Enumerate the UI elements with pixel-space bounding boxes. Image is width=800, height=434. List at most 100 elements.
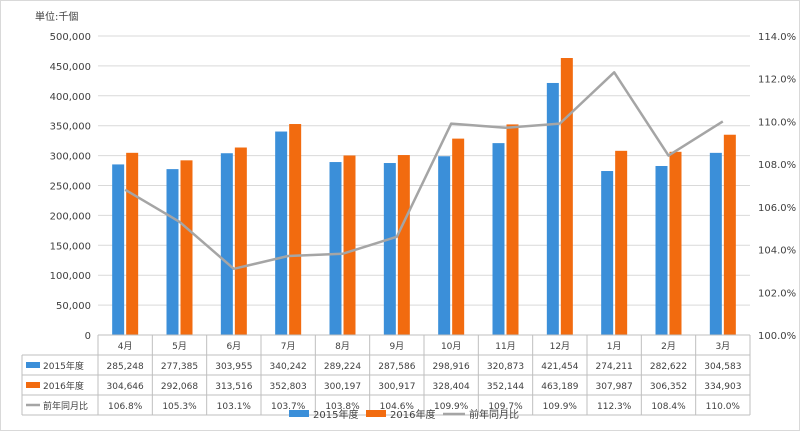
- legend-label: 2016年度: [390, 408, 435, 421]
- ratio-line-path: [125, 72, 723, 268]
- table-cell: 110.0%: [706, 402, 741, 412]
- left-axis-ticks: 050,000100,000150,000200,000250,000300,0…: [50, 32, 91, 342]
- table-cell: 320,873: [487, 362, 524, 372]
- bar-2015年度: [330, 162, 342, 335]
- category-label: 2月: [661, 341, 676, 352]
- table-cell: 303,955: [215, 362, 252, 372]
- table-cell: 285,248: [107, 362, 144, 372]
- left-tick-label: 0: [85, 331, 91, 342]
- bar-2015年度: [275, 132, 287, 335]
- left-tick-label: 300,000: [50, 152, 91, 163]
- table-cell: 282,622: [650, 362, 687, 372]
- legend-key-box: [289, 410, 309, 417]
- table-cell: 277,385: [161, 362, 198, 372]
- category-label: 3月: [715, 341, 730, 352]
- category-label: 9月: [389, 341, 404, 352]
- table-key-box: [26, 362, 40, 368]
- legend-label: 2015年度: [313, 408, 358, 421]
- bar-2016年度: [561, 58, 573, 335]
- bar-2016年度: [289, 124, 301, 335]
- legend: 2015年度 2016年度 前年同月比: [289, 408, 519, 421]
- table-cell: 340,242: [270, 362, 307, 372]
- bar-2016年度: [724, 135, 736, 335]
- bar-2015年度: [112, 164, 124, 335]
- gridlines: [98, 36, 750, 335]
- table-cell: 292,068: [161, 382, 198, 392]
- bar-2015年度: [167, 169, 179, 335]
- bar-2015年度: [547, 83, 559, 335]
- bar-2015年度: [438, 156, 450, 335]
- bar-2015年度: [221, 153, 233, 335]
- category-label: 10月: [441, 341, 461, 352]
- table-cell: 300,917: [378, 382, 415, 392]
- category-label: 8月: [335, 341, 350, 352]
- bar-2016年度: [452, 139, 464, 335]
- unit-label: 単位:千個: [35, 10, 78, 23]
- table-row-header: 前年同月比: [43, 400, 88, 412]
- bar-2016年度: [398, 155, 410, 335]
- bar-2016年度: [181, 160, 193, 335]
- bar-2015年度: [493, 143, 505, 335]
- table-cell: 306,352: [650, 382, 687, 392]
- table-cell: 106.8%: [108, 402, 143, 412]
- table-cell: 334,903: [704, 382, 741, 392]
- category-label: 7月: [281, 341, 296, 352]
- table-cell: 105.3%: [162, 402, 197, 412]
- bar-2015年度: [384, 163, 396, 335]
- table-key-box: [26, 382, 40, 388]
- bar-2015年度: [656, 166, 668, 335]
- left-tick-label: 100,000: [50, 271, 91, 282]
- table-cell: 103.1%: [217, 402, 252, 412]
- right-axis-ticks: 100.0%102.0%104.0%106.0%108.0%110.0%112.…: [758, 32, 796, 342]
- table-cell: 328,404: [433, 382, 470, 392]
- legend-label: 前年同月比: [469, 408, 519, 421]
- table-cell: 287,586: [378, 362, 415, 372]
- category-label: 4月: [118, 341, 133, 352]
- right-tick-label: 112.0%: [758, 75, 796, 86]
- table-cell: 298,916: [433, 362, 470, 372]
- category-label: 1月: [607, 341, 622, 352]
- left-tick-label: 350,000: [50, 122, 91, 133]
- bar-2016年度: [670, 152, 682, 335]
- table-cell: 109.9%: [434, 402, 469, 412]
- table-cell: 112.3%: [597, 402, 632, 412]
- left-tick-label: 450,000: [50, 62, 91, 73]
- table-cell: 352,144: [487, 382, 524, 392]
- left-tick-label: 200,000: [50, 211, 91, 222]
- bar-2016年度: [126, 153, 138, 335]
- table-cell: 307,987: [596, 382, 633, 392]
- left-tick-label: 400,000: [50, 92, 91, 103]
- table-cell: 108.4%: [651, 402, 686, 412]
- table-row-header: 2015年度: [43, 360, 84, 372]
- bar-2016年度: [615, 151, 627, 335]
- bar-2016年度: [344, 155, 356, 335]
- left-tick-label: 150,000: [50, 241, 91, 252]
- right-tick-label: 102.0%: [758, 288, 796, 299]
- bar-2015年度: [601, 171, 613, 335]
- table-cell: 300,197: [324, 382, 361, 392]
- bar-2015年度: [710, 153, 722, 335]
- table-cell: 274,211: [596, 362, 633, 372]
- right-tick-label: 110.0%: [758, 117, 796, 128]
- table-cell: 304,583: [704, 362, 741, 372]
- category-label: 5月: [172, 341, 187, 352]
- data-table: 4月 5月 6月 7月 8月 9月 10月 11月 12月 1月 2月 3月 2015年度 285,248…: [22, 335, 750, 415]
- table-cell: 304,646: [107, 382, 144, 392]
- legend-key-box: [366, 410, 386, 417]
- category-label: 11月: [495, 341, 515, 352]
- table-cell: 289,224: [324, 362, 361, 372]
- bars: [112, 58, 736, 335]
- table-cell: 421,454: [541, 362, 578, 372]
- category-label: 6月: [226, 341, 241, 352]
- left-tick-label: 250,000: [50, 182, 91, 193]
- table-cell: 352,803: [270, 382, 307, 392]
- bar-2016年度: [507, 124, 519, 335]
- category-label: 12月: [550, 341, 570, 352]
- left-tick-label: 500,000: [50, 32, 91, 43]
- right-tick-label: 114.0%: [758, 32, 796, 43]
- ratio-line: [125, 72, 723, 269]
- table-cell: 463,189: [541, 382, 578, 392]
- right-tick-label: 108.0%: [758, 160, 796, 171]
